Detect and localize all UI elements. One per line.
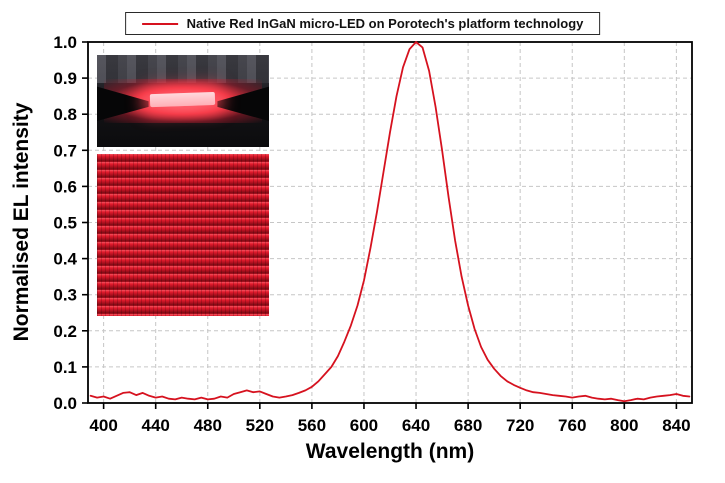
svg-text:720: 720 [506, 416, 534, 435]
probe-station-frame [97, 55, 269, 83]
svg-text:640: 640 [402, 416, 430, 435]
svg-text:600: 600 [350, 416, 378, 435]
device-photo-inset [97, 55, 269, 147]
svg-text:520: 520 [246, 416, 274, 435]
svg-text:0.0: 0.0 [53, 394, 77, 413]
svg-text:840: 840 [662, 416, 690, 435]
svg-text:0.4: 0.4 [53, 250, 77, 269]
emitting-led-bar [150, 91, 216, 107]
x-axis-label: Wavelength (nm) [305, 440, 475, 463]
svg-text:480: 480 [194, 416, 222, 435]
svg-text:400: 400 [89, 416, 117, 435]
svg-text:760: 760 [558, 416, 586, 435]
svg-text:0.6: 0.6 [53, 177, 77, 196]
svg-text:0.2: 0.2 [53, 322, 77, 341]
svg-text:0.3: 0.3 [53, 286, 77, 305]
svg-text:0.7: 0.7 [53, 141, 77, 160]
svg-text:0.9: 0.9 [53, 69, 77, 88]
led-array-photo-inset [97, 154, 269, 316]
svg-text:0.8: 0.8 [53, 105, 77, 124]
legend-line-swatch [141, 22, 178, 25]
y-axis-label: Normalised EL intensity [10, 102, 33, 342]
legend: Native Red InGaN micro-LED on Porotech's… [124, 12, 601, 35]
legend-label: Native Red InGaN micro-LED on Porotech's… [186, 16, 584, 31]
svg-text:0.1: 0.1 [53, 358, 77, 377]
svg-text:800: 800 [610, 416, 638, 435]
svg-text:440: 440 [142, 416, 170, 435]
svg-text:1.0: 1.0 [53, 33, 77, 52]
svg-text:680: 680 [454, 416, 482, 435]
svg-text:0.5: 0.5 [53, 214, 77, 233]
svg-text:560: 560 [298, 416, 326, 435]
